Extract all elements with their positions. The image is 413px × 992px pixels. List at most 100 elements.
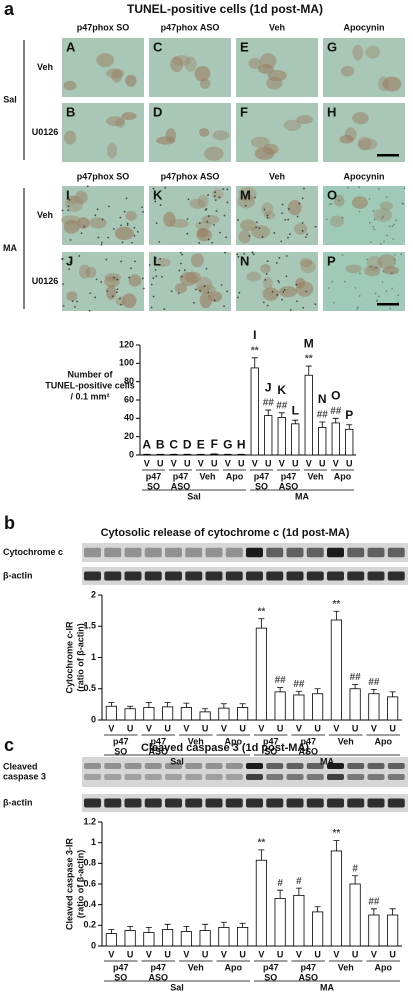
group-label: p47: [300, 736, 316, 746]
cell: [330, 215, 345, 228]
dot: [314, 225, 317, 228]
cell: [364, 265, 381, 277]
bar-letter: O: [331, 389, 340, 403]
image-letter: J: [66, 253, 73, 268]
dot: [358, 210, 361, 213]
dot: [155, 275, 158, 278]
dot: [207, 238, 210, 241]
dot: [119, 297, 121, 300]
x-tick-label: V: [171, 458, 177, 468]
cell: [104, 273, 121, 282]
dot: [403, 187, 406, 190]
dot: [255, 226, 257, 229]
bar-letter: A: [142, 437, 151, 451]
x-tick-label: V: [333, 949, 339, 959]
error-bar: [370, 908, 377, 915]
micrograph-bg: [236, 103, 318, 162]
cell: [257, 63, 275, 74]
image-letter: C: [153, 39, 163, 54]
dot: [155, 222, 158, 225]
band: [185, 763, 203, 769]
image-letter: O: [327, 187, 337, 202]
dot: [285, 275, 288, 278]
cell: [201, 214, 220, 224]
dot: [125, 197, 128, 200]
x-tick-label: U: [202, 723, 209, 733]
micrograph: P: [323, 252, 405, 311]
x-tick-label: V: [296, 949, 302, 959]
group-label: p47: [300, 962, 316, 972]
cell: [85, 266, 97, 278]
dot: [223, 305, 225, 308]
group-label: p47: [150, 962, 166, 972]
band: [327, 774, 344, 780]
bar: [293, 894, 305, 947]
dot: [248, 197, 251, 200]
dot: [237, 219, 239, 221]
bar: [274, 898, 286, 947]
x-tick-label: U: [239, 723, 246, 733]
dot: [276, 293, 279, 296]
significance: **: [332, 828, 340, 839]
significance: **: [305, 354, 313, 365]
scale-bar: [377, 154, 399, 157]
bar-letter: C: [169, 437, 178, 451]
cell: [382, 76, 402, 92]
dot: [203, 285, 206, 288]
dot: [133, 226, 136, 229]
dot: [266, 304, 269, 307]
cell: [204, 146, 224, 161]
group-label: p47: [150, 736, 166, 746]
band: [144, 774, 162, 780]
micrograph-bg: [149, 38, 231, 97]
band: [246, 774, 263, 780]
dot: [107, 236, 110, 239]
y-tick-label: 1.2: [83, 816, 96, 826]
cell: [263, 210, 276, 220]
bar: [293, 694, 305, 721]
bar: [162, 929, 174, 947]
bar: [255, 627, 267, 721]
group-label: SO: [114, 746, 127, 756]
x-tick-label: V: [306, 458, 312, 468]
dot: [120, 303, 122, 306]
dot: [354, 287, 357, 289]
micrograph: D: [149, 103, 231, 162]
error-bar: [295, 887, 302, 896]
x-tick-label: U: [164, 723, 171, 733]
dot: [186, 232, 189, 235]
band: [327, 547, 344, 558]
dot: [101, 241, 103, 244]
cell: [115, 117, 126, 128]
dot: [372, 225, 375, 228]
dot: [154, 200, 157, 203]
dot: [301, 197, 304, 200]
dot: [369, 241, 372, 244]
y-tick-label: 0: [129, 449, 134, 459]
dot: [194, 288, 197, 291]
group-label: p47: [113, 962, 129, 972]
dot: [220, 284, 223, 286]
error-bar: [314, 688, 321, 694]
band: [124, 774, 142, 780]
dot: [401, 202, 404, 205]
cell: [106, 68, 125, 79]
micrograph: B: [62, 103, 144, 162]
dot: [375, 266, 378, 269]
micrograph-bg: [323, 186, 405, 245]
dot: [130, 267, 132, 270]
significance: **: [257, 838, 265, 849]
dot: [67, 209, 70, 212]
cell: [352, 44, 364, 61]
blot-label: caspase 3: [3, 771, 46, 781]
micrograph: E: [236, 38, 318, 97]
group-label: p47: [281, 471, 297, 481]
column-header: Veh: [269, 171, 285, 181]
band: [306, 763, 324, 769]
dot: [205, 267, 208, 270]
cell: [254, 146, 275, 160]
cell: [194, 66, 211, 82]
group-label: Apo: [225, 736, 243, 746]
bar: [255, 859, 267, 947]
error-bar: [332, 417, 339, 423]
